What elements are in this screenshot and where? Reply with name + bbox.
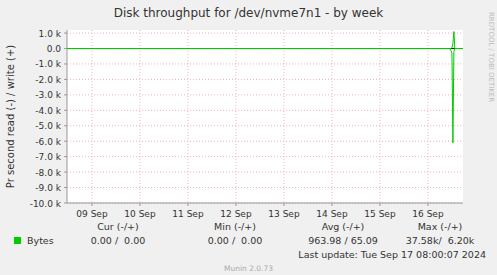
x-tick-label: 15 Sep (364, 209, 396, 219)
y-grid (67, 172, 463, 173)
y-grid (67, 79, 463, 80)
background (0, 0, 497, 275)
x-grid (283, 30, 284, 203)
y-tick-label: -5.0 k (35, 121, 61, 131)
y-tick-label: 1.0 k (39, 29, 62, 39)
x-tick-label: 16 Sep (412, 209, 444, 219)
y-grid (67, 94, 463, 95)
footer: Munin 2.0.73 (224, 264, 273, 273)
x-grid (427, 30, 428, 203)
y-label: Pr second read (-) / write (+) (5, 45, 16, 188)
stats-header: Cur (-/+) (97, 221, 139, 232)
x-grid (379, 30, 380, 203)
x-grid (139, 30, 140, 203)
x-grid (235, 30, 236, 203)
x-tick-label: 14 Sep (316, 209, 348, 219)
stats-header: Min (-/+) (214, 221, 256, 232)
x-tick-label: 09 Sep (76, 209, 108, 219)
y-tick-label: -4.0 k (35, 106, 61, 116)
last-update: Last update: Tue Sep 17 08:00:07 2024 (298, 249, 486, 260)
y-tick-label: -10.0 k (30, 199, 62, 209)
y-grid (67, 203, 463, 204)
stats-value: 37.58k/ 6.20k (406, 235, 475, 246)
legend-swatch (14, 237, 21, 244)
y-tick-label: -9.0 k (35, 183, 61, 193)
stats-value: 0.00 / 0.00 (91, 235, 146, 246)
series-group (67, 32, 463, 143)
x-tick-label: 11 Sep (172, 209, 204, 219)
x-tick-label: 10 Sep (124, 209, 156, 219)
y-grid (67, 141, 463, 142)
y-tick-label: -2.0 k (35, 75, 61, 85)
chart: Disk throughput for /dev/nvme7n1 - by we… (0, 0, 497, 275)
x-grid (331, 30, 332, 203)
stats-header: Avg (-/+) (322, 221, 365, 232)
series-line (67, 49, 463, 143)
y-grid (67, 110, 463, 111)
y-tick-label: -8.0 k (35, 168, 61, 178)
x-axis (67, 203, 463, 204)
x-tick-label: 12 Sep (220, 209, 252, 219)
x-grid (91, 30, 92, 203)
y-tick-label: -1.0 k (35, 59, 61, 69)
y-grid (67, 156, 463, 157)
plot-area (67, 30, 463, 203)
y-grid (67, 187, 463, 188)
y-tick-label: -6.0 k (35, 137, 61, 147)
stats-value: 963.98 / 65.09 (308, 235, 378, 246)
y-tick-label: 0.0 (47, 44, 62, 54)
y-grid (67, 33, 463, 34)
watermark: RRDTOOL / TOBI OETIKER (487, 12, 495, 102)
y-tick-label: -3.0 k (35, 90, 61, 100)
series-line (67, 32, 463, 49)
x-grid (187, 30, 188, 203)
stats-value: 0.00 / 0.00 (208, 235, 263, 246)
y-grid (67, 63, 463, 64)
title: Disk throughput for /dev/nvme7n1 - by we… (114, 6, 384, 20)
stats-header: Max (-/+) (418, 221, 463, 232)
y-grid (67, 125, 463, 126)
legend-label: Bytes (27, 235, 54, 246)
x-tick-label: 13 Sep (268, 209, 300, 219)
y-tick-label: -7.0 k (35, 152, 61, 162)
y-axis (67, 30, 68, 203)
